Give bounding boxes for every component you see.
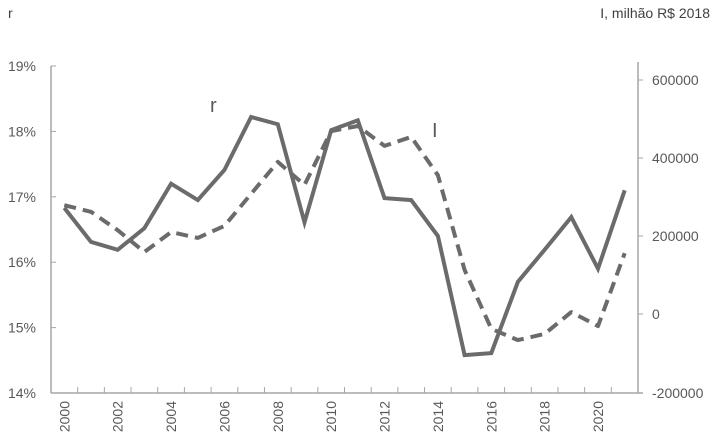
right-axis-tick-label: -200000 [652, 385, 704, 401]
series-label-r: r [210, 95, 217, 117]
left-axis-tick-label: 18% [8, 123, 36, 139]
x-axis-tick-label: 2012 [377, 401, 393, 432]
x-axis-tick-label: 2018 [537, 401, 553, 432]
x-axis-tick-label: 2006 [216, 401, 232, 432]
x-axis: 2000 2002 2004 2006 2008 2010 2012 2014 2016 2018… [51, 387, 643, 432]
right-y-axis: 600000 400000 200000 0 -200000 [637, 62, 704, 401]
x-axis-tick-label: 2008 [270, 401, 286, 432]
series-label-i: I [432, 120, 438, 142]
right-axis-tick-label: 200000 [652, 228, 699, 244]
series-line-i [63, 124, 627, 343]
right-axis-tick-label: 0 [652, 306, 660, 322]
left-axis-tick-label: 16% [8, 254, 36, 270]
left-axis-tick-label: 17% [8, 189, 36, 205]
left-axis-title: r [8, 5, 13, 21]
x-axis-tick-label: 2014 [430, 401, 446, 432]
left-axis-tick-label: 19% [8, 58, 36, 74]
x-axis-tick-label: 2000 [56, 401, 72, 432]
x-axis-tick-label: 2002 [110, 401, 126, 432]
x-axis-tick-label: 2004 [163, 401, 179, 432]
right-axis-title: I, milhão R$ 2018 [600, 5, 710, 21]
left-axis-tick-label: 15% [8, 320, 36, 336]
left-axis-tick-label: 14% [8, 385, 36, 401]
x-axis-tick-label: 2020 [590, 401, 606, 432]
left-y-axis: 19% 18% 17% 16% 15% 14% [8, 58, 56, 401]
x-axis-tick-label: 2016 [483, 401, 499, 432]
x-axis-tick-label: 2010 [323, 401, 339, 432]
right-axis-tick-label: 400000 [652, 150, 699, 166]
series-line-r [62, 114, 627, 358]
right-axis-tick-label: 600000 [652, 72, 699, 88]
